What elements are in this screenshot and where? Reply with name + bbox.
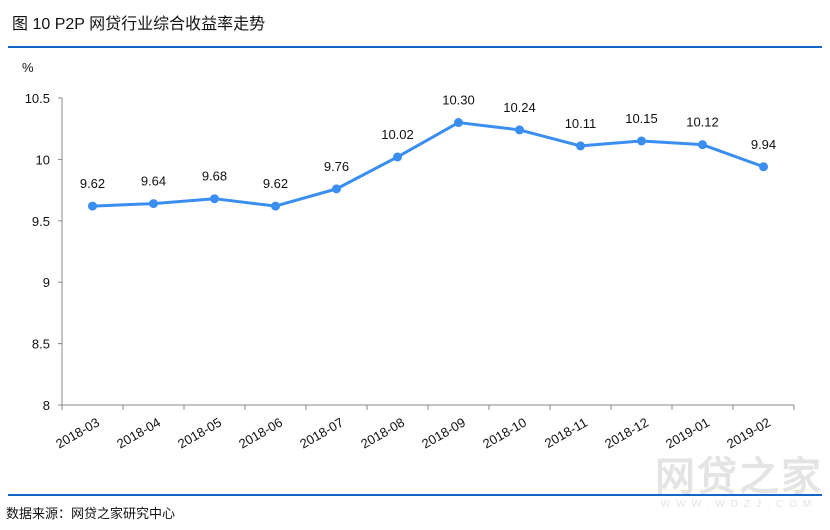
data-point bbox=[88, 201, 97, 211]
data-label: 9.62 bbox=[263, 176, 288, 191]
data-point bbox=[149, 199, 158, 209]
x-tick-label: 2018-08 bbox=[358, 415, 407, 452]
x-tick-label: 2018-11 bbox=[542, 415, 590, 451]
data-point bbox=[271, 201, 280, 211]
x-tick-label: 2018-04 bbox=[114, 415, 163, 452]
data-label: 9.94 bbox=[751, 137, 776, 152]
data-point bbox=[698, 140, 707, 150]
data-point bbox=[454, 118, 463, 128]
x-tick-label: 2018-05 bbox=[175, 415, 224, 452]
data-label: 10.24 bbox=[503, 100, 536, 115]
data-point bbox=[393, 152, 402, 162]
x-tick-label: 2019-02 bbox=[724, 415, 773, 452]
y-tick-label: 8.5 bbox=[32, 337, 50, 352]
data-point bbox=[637, 136, 646, 146]
data-point bbox=[332, 184, 341, 194]
y-tick-label: 9.5 bbox=[32, 214, 50, 229]
data-label: 10.15 bbox=[625, 111, 658, 126]
data-label: 10.12 bbox=[686, 115, 719, 130]
series-line bbox=[92, 121, 765, 208]
y-tick-label: 10.5 bbox=[25, 91, 50, 106]
data-point bbox=[515, 125, 524, 135]
data-label: 9.76 bbox=[324, 159, 349, 174]
y-tick-label: 9 bbox=[43, 275, 50, 290]
bottom-divider bbox=[8, 494, 822, 496]
x-tick-label: 2019-01 bbox=[663, 415, 712, 452]
data-label: 9.64 bbox=[141, 174, 166, 189]
top-divider bbox=[8, 46, 822, 48]
x-tick-label: 2018-03 bbox=[53, 415, 102, 452]
x-tick-label: 2018-10 bbox=[480, 415, 529, 452]
y-tick-label: 10 bbox=[36, 152, 50, 167]
y-tick-label: 8 bbox=[43, 398, 50, 413]
x-tick-label: 2018-07 bbox=[297, 415, 346, 452]
data-point bbox=[759, 162, 768, 172]
x-tick-label: 2018-09 bbox=[419, 415, 468, 452]
data-label: 10.30 bbox=[442, 93, 475, 108]
y-axis-unit: % bbox=[22, 60, 34, 75]
x-tick-label: 2018-12 bbox=[602, 415, 651, 452]
data-label: 10.02 bbox=[381, 127, 414, 142]
x-tick-label: 2018-06 bbox=[236, 415, 285, 452]
data-label: 9.68 bbox=[202, 169, 227, 184]
data-label: 9.62 bbox=[80, 176, 105, 191]
watermark-logo: 网贷之家 WWW.WDZJ.COM bbox=[655, 455, 823, 510]
data-point bbox=[576, 141, 585, 151]
source-note: 数据来源：网贷之家研究中心 bbox=[6, 506, 176, 521]
data-point bbox=[210, 194, 219, 204]
figure-title: 图 10 P2P 网贷行业综合收益率走势 bbox=[12, 16, 266, 33]
data-label: 10.11 bbox=[565, 116, 597, 131]
